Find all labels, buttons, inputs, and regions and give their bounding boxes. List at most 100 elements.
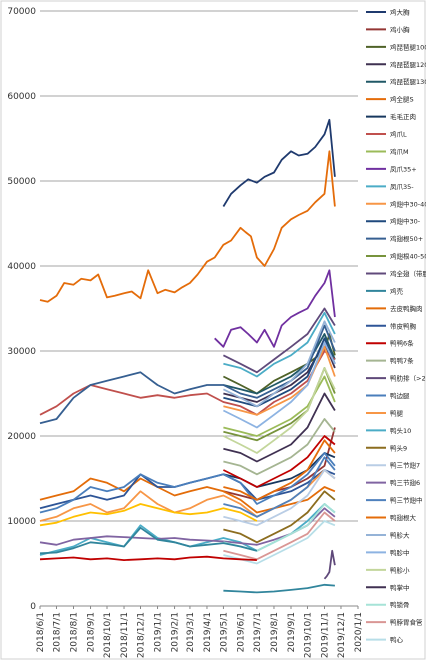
legend-label: 鸡琵琶腿130-150g [390,77,426,86]
series-line-1 [223,427,336,501]
series-line-5 [39,150,336,303]
series-line-22 [39,452,336,514]
legend-label: 鸡翅中30- [390,217,421,226]
y-tick-label: 60000 [7,92,36,102]
series-line-33 [223,392,336,463]
series-line-12 [223,337,336,408]
gridlines [40,10,358,607]
legend-label: 鸭肋排（>2kg） [390,374,426,383]
legend-label: 去皮鸭胸肉 [390,304,423,313]
legend-label: 凤爪35+ [390,165,417,173]
legend-label: 鸭边腿 [390,391,410,400]
series-line-28 [223,456,336,518]
legend-label: 鸡翅根50+ [390,234,423,243]
x-tick-label: 2019/8/1 [270,612,280,652]
legend-label: 鸡翅中30-40g [390,199,426,208]
y-tick-label: 40000 [7,262,36,272]
legend-label: 鸭胗大 [390,530,410,539]
y-tick-label: 50000 [7,177,36,187]
legend-label: 鸡琵琶腿120-130g [390,60,426,69]
series-line-39 [39,503,258,527]
x-tick-label: 2018/11/1 [120,612,130,658]
legend-label: 鸭胗中 [390,548,410,557]
series-line-38 [39,526,258,555]
series-line-26 [223,469,336,527]
x-tick-label: 2018/9/1 [87,612,97,652]
y-tick-label: 70000 [7,7,36,17]
legend-label: 鸡大胸 [390,8,410,17]
series-line-9 [214,269,336,348]
y-tick-label: 10000 [7,517,36,527]
series-line-37 [39,555,257,561]
legend-label: 鸭翅根大 [390,513,417,522]
legend: 鸡大胸鸡小胸鸡琵琶腿100-120g 鸡琵琶腿120-130g 鸡琵琶腿130-15… [366,8,426,644]
legend-label: 鸭脖胃食管 [390,618,423,627]
legend-label: 鸭胗小 [390,565,410,574]
x-tick-label: 2019/7/1 [253,612,263,652]
series-line-4 [223,333,336,395]
series-line-32 [222,367,336,454]
series-line-25 [223,490,336,544]
legend-label: 鸭心 [390,635,404,644]
y-tick-label: 0 [30,602,36,612]
legend-label: 毛毛正肉 [390,112,416,121]
legend-label: 鸡爪L [390,130,407,139]
series-line-21 [323,549,336,580]
legend-label: 鸡翅根40-50 [390,252,426,261]
legend-label: 鸭腿 [390,408,404,417]
axes: 0 10000 20000 30000 40000 50000 60000 70000 2018… [7,7,364,658]
x-tick-label: 2018/12/1 [137,612,147,658]
y-tick-label: 20000 [7,432,36,442]
legend-label: 鸭头10 [390,426,411,435]
x-tick-label: 2018/8/1 [70,612,80,652]
x-tick-label: 2019/3/1 [186,612,196,652]
series-lines [39,118,336,594]
series-line-35 [223,511,336,561]
x-tick-label: 2019/5/1 [219,612,229,652]
series-line-11 [223,345,336,416]
legend-label: 鸡壳 [390,286,404,295]
x-tick-label: 2018/7/1 [52,612,62,652]
legend-label: 鸭三节翅6 [390,478,420,487]
series-line-20 [223,418,336,476]
series-line-10 [223,311,336,378]
series-line-0 [222,118,336,207]
series-line-30 [222,320,336,408]
legend-label: 鸡全腿S [390,95,414,104]
legend-label: 鸡小胸 [390,25,410,34]
x-tick-label: 2019/10/1 [303,612,313,658]
x-tick-label: 2019/4/1 [203,612,213,652]
legend-label: 凤爪35- [390,183,414,191]
legend-label: 鸡爪M [390,147,409,156]
x-tick-label: 2019/1/1 [154,612,164,652]
legend-label: 鸭三节翅中 [390,496,423,505]
x-tick-label: 2018/10/1 [103,612,113,658]
legend-label: 鸭头9 [390,443,407,452]
series-line-15 [222,307,336,374]
series-line-17 [39,477,336,514]
x-tick-label: 2019/6/1 [236,612,246,652]
x-tick-label: 2018/6/1 [36,612,46,652]
x-tick-label: 2019/9/1 [287,612,297,652]
legend-label: 鸡琵琶腿100-120g [390,42,426,51]
legend-label: 带皮鸭胸 [390,321,417,330]
legend-label: 鸡全翅（带膀） [390,269,426,278]
legend-label: 鸭鸭7条 [390,356,414,365]
x-tick-label: 2020/1/1 [354,612,364,652]
legend-label: 鸭鸭6条 [390,339,414,348]
x-tick-label: 2019/2/1 [171,612,181,652]
legend-label: 鸭掌中 [390,583,410,592]
series-line-8 [223,375,336,437]
series-line-16 [223,583,335,594]
series-line-31 [222,341,336,429]
legend-label: 鸭锁骨 [390,600,410,609]
series-line-29 [223,439,336,501]
x-tick-label: 2019/12/1 [337,612,347,658]
series-line-19 [222,435,336,488]
legend-label: 鸭三节翅7 [390,461,420,470]
x-tick-label: 2019/11/1 [320,612,330,658]
